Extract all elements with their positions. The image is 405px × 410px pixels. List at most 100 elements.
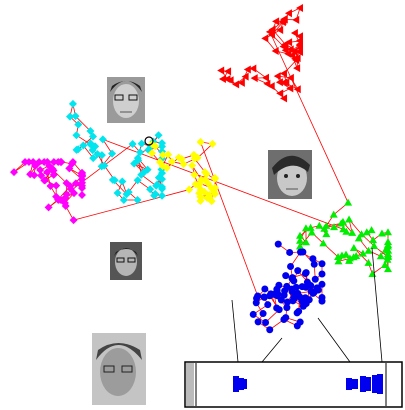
link: [53, 170, 67, 184]
point: [113, 188, 122, 197]
point: [264, 301, 272, 309]
point: [285, 38, 293, 47]
point: [224, 67, 232, 76]
point: [290, 295, 298, 303]
point: [286, 84, 294, 93]
face-shape: [113, 84, 139, 118]
point: [283, 298, 291, 306]
point: [259, 310, 267, 318]
point: [74, 120, 83, 129]
point: [190, 170, 199, 179]
inset-bar: [377, 374, 383, 394]
link: [77, 136, 94, 150]
point: [368, 269, 377, 277]
inset-bar: [365, 377, 371, 391]
point: [322, 230, 331, 238]
point: [200, 188, 209, 197]
hair: [272, 155, 310, 175]
point: [369, 236, 378, 244]
point: [287, 262, 295, 270]
point: [207, 197, 216, 206]
hair: [110, 81, 142, 92]
point: [196, 193, 205, 202]
point: [193, 153, 202, 162]
point: [345, 215, 354, 223]
point: [362, 228, 371, 236]
point: [266, 326, 274, 334]
point: [185, 185, 194, 194]
point: [296, 236, 304, 244]
point: [133, 176, 142, 185]
point: [226, 76, 234, 85]
point: [288, 288, 296, 296]
point: [274, 240, 282, 248]
point: [130, 159, 139, 168]
point: [282, 272, 290, 280]
point: [37, 171, 46, 180]
point: [71, 112, 80, 121]
point: [79, 141, 88, 150]
point: [296, 4, 303, 12]
point: [294, 267, 302, 275]
point: [151, 142, 160, 151]
point: [158, 169, 166, 178]
point: [78, 191, 86, 200]
hair: [114, 248, 138, 256]
point: [88, 132, 97, 141]
point: [318, 297, 326, 305]
point: [262, 318, 270, 326]
inset-bar: [372, 375, 378, 393]
point: [78, 181, 86, 190]
point: [307, 228, 316, 236]
point: [280, 315, 288, 323]
point: [281, 287, 289, 295]
inset-bar: [233, 376, 239, 392]
point: [334, 257, 343, 265]
point: [288, 274, 296, 282]
glasses: [127, 257, 136, 263]
point: [384, 265, 392, 273]
point: [179, 160, 188, 169]
point: [108, 175, 117, 184]
point: [26, 170, 35, 179]
point: [69, 216, 78, 225]
connector: [261, 337, 283, 363]
glasses: [116, 257, 125, 263]
point: [296, 40, 303, 49]
point: [136, 148, 145, 157]
point: [70, 189, 79, 198]
point: [152, 181, 161, 190]
point: [279, 69, 287, 78]
point: [9, 168, 18, 177]
point: [345, 256, 354, 264]
inset-bar: [352, 379, 358, 389]
point: [348, 228, 357, 236]
point: [370, 242, 379, 250]
point: [293, 64, 301, 73]
point: [261, 34, 269, 43]
inset-bar: [241, 379, 247, 389]
point: [261, 285, 269, 293]
point: [384, 228, 392, 236]
point: [128, 139, 137, 148]
point: [322, 221, 331, 229]
point: [188, 161, 197, 170]
point: [36, 166, 45, 175]
point: [204, 179, 213, 188]
point: [46, 182, 55, 191]
point: [377, 229, 386, 237]
point: [137, 139, 146, 148]
point: [158, 161, 167, 170]
point: [293, 309, 301, 317]
glasses: [128, 94, 138, 101]
point: [303, 278, 311, 286]
point: [293, 85, 301, 94]
point: [384, 246, 392, 254]
glasses: [103, 365, 115, 373]
point: [271, 47, 279, 56]
point: [66, 112, 74, 121]
point: [280, 15, 288, 24]
link: [197, 143, 213, 159]
point: [292, 15, 300, 24]
